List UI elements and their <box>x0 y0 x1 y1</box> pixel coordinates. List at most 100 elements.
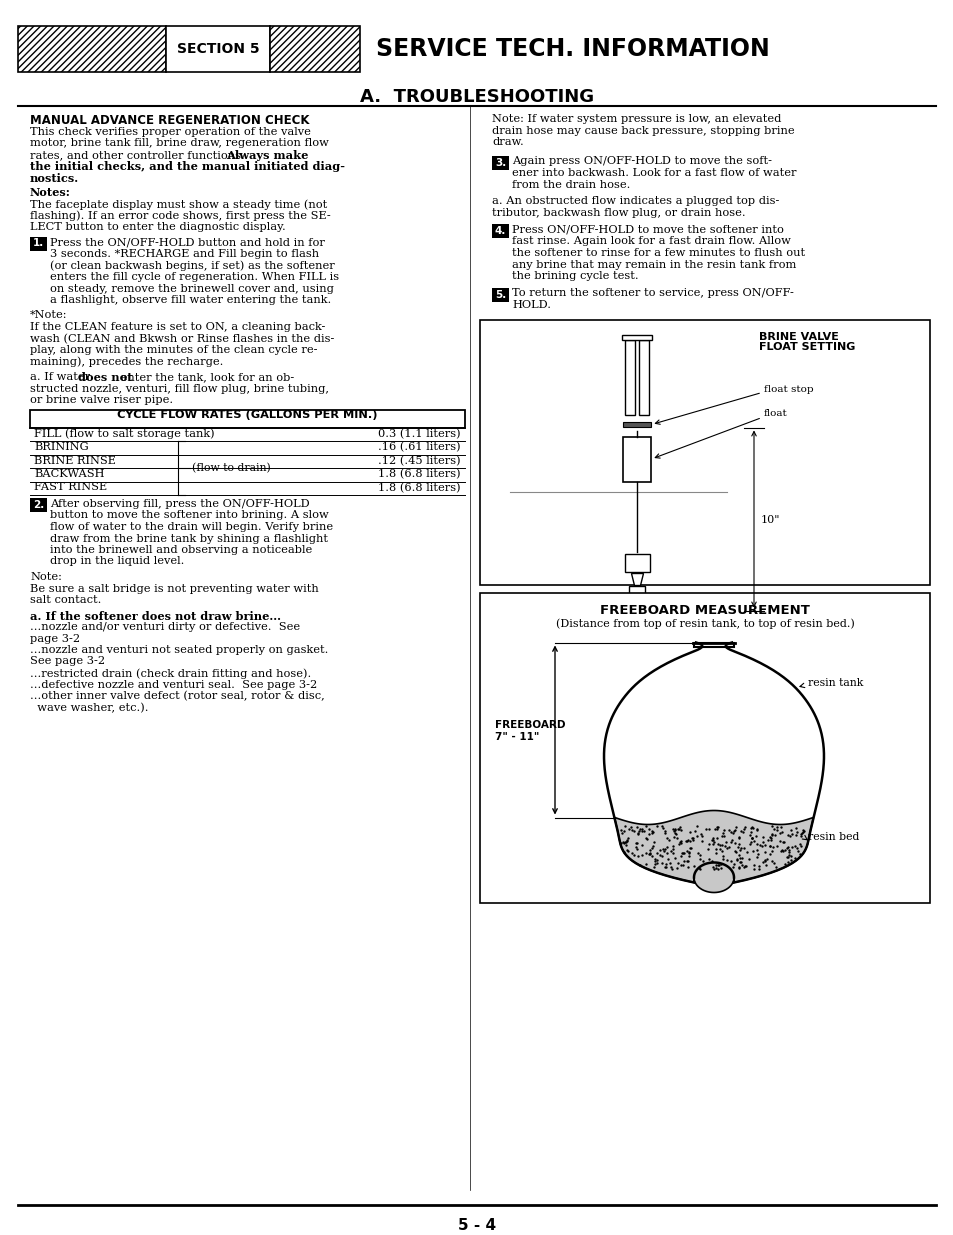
Point <box>684 830 700 850</box>
Point <box>623 844 639 863</box>
Point <box>786 848 801 868</box>
Point <box>679 831 694 851</box>
Point <box>727 820 742 840</box>
Point <box>713 858 728 878</box>
Point <box>761 836 777 856</box>
Point <box>779 847 794 867</box>
Text: Again press ON/OFF-HOLD to move the soft-: Again press ON/OFF-HOLD to move the soft… <box>512 157 771 167</box>
Point <box>682 839 698 858</box>
Point <box>646 853 661 873</box>
Point <box>644 836 659 856</box>
Bar <box>492 288 509 301</box>
Point <box>717 836 732 856</box>
Point <box>749 840 764 860</box>
Point <box>659 853 674 873</box>
Text: maining), precedes the recharge.: maining), precedes the recharge. <box>30 357 223 367</box>
Bar <box>625 340 635 415</box>
Bar <box>479 320 929 584</box>
Point <box>613 820 628 840</box>
Point <box>704 830 720 850</box>
Text: SECTION 5: SECTION 5 <box>176 42 259 56</box>
Point <box>646 848 661 868</box>
Point <box>684 827 700 847</box>
Point <box>716 820 731 840</box>
Point <box>679 841 694 861</box>
Point <box>665 827 680 847</box>
Point <box>726 821 741 841</box>
Bar <box>30 410 464 427</box>
Text: See page 3-2: See page 3-2 <box>30 657 105 667</box>
Point <box>664 860 679 879</box>
Point <box>744 827 760 847</box>
Point <box>641 845 657 864</box>
Point <box>646 832 661 852</box>
Point <box>639 829 654 848</box>
Point <box>757 842 772 862</box>
Text: a flashlight, observe fill water entering the tank.: a flashlight, observe fill water enterin… <box>50 295 331 305</box>
Point <box>671 818 686 837</box>
Point <box>719 850 734 869</box>
Text: 3.: 3. <box>495 158 506 168</box>
Point <box>720 837 736 857</box>
Point <box>695 851 710 871</box>
Text: *Note:: *Note: <box>30 310 68 321</box>
Text: float stop: float stop <box>763 384 813 394</box>
Point <box>618 816 633 836</box>
Text: Press ON/OFF-HOLD to move the softener into: Press ON/OFF-HOLD to move the softener i… <box>512 225 783 235</box>
Point <box>746 860 761 879</box>
Point <box>616 821 631 841</box>
Text: Note:: Note: <box>30 572 62 582</box>
Point <box>759 850 774 869</box>
Point <box>685 856 700 876</box>
Point <box>656 841 671 861</box>
Point <box>747 826 762 846</box>
Point <box>760 830 775 850</box>
Point <box>706 858 721 878</box>
Text: play, along with the minutes of the clean cycle re-: play, along with the minutes of the clea… <box>30 345 317 354</box>
Point <box>732 852 747 872</box>
Point <box>709 829 724 848</box>
Point <box>782 846 798 866</box>
Point <box>723 851 739 871</box>
Text: ...defective nozzle and venturi seal.  See page 3-2: ...defective nozzle and venturi seal. Se… <box>30 679 317 689</box>
Point <box>772 824 787 844</box>
Point <box>680 842 696 862</box>
Point <box>633 821 648 841</box>
Point <box>769 820 784 840</box>
Point <box>691 858 706 878</box>
Point <box>664 839 679 858</box>
Point <box>632 855 647 874</box>
Point <box>780 847 795 867</box>
Point <box>742 823 758 842</box>
Point <box>711 835 726 855</box>
Text: (flow to drain): (flow to drain) <box>192 463 271 473</box>
Text: draw.: draw. <box>492 137 523 147</box>
Ellipse shape <box>623 614 651 625</box>
Point <box>657 821 672 841</box>
Point <box>795 823 810 842</box>
Text: FREEBOARD
7" - 11": FREEBOARD 7" - 11" <box>495 720 565 741</box>
Text: 3 seconds. *RECHARGE and Fill begin to flash: 3 seconds. *RECHARGE and Fill begin to f… <box>50 249 319 259</box>
Text: Always make: Always make <box>226 149 308 161</box>
Point <box>777 855 792 874</box>
Point <box>764 824 780 844</box>
Point <box>783 837 799 857</box>
Point <box>757 851 772 871</box>
Text: wash (CLEAN and Bkwsh or Rinse flashes in the dis-: wash (CLEAN and Bkwsh or Rinse flashes i… <box>30 333 334 343</box>
Text: a. If the softener does not draw brine...: a. If the softener does not draw brine..… <box>30 610 281 621</box>
Point <box>744 818 760 837</box>
Point <box>670 853 685 873</box>
Point <box>788 825 803 845</box>
Point <box>724 857 740 877</box>
Point <box>666 819 681 839</box>
Point <box>722 832 738 852</box>
Point <box>741 825 757 845</box>
Point <box>791 844 806 863</box>
Point <box>704 857 720 877</box>
Text: CYCLE FLOW RATES (GALLONS PER MIN.): CYCLE FLOW RATES (GALLONS PER MIN.) <box>117 410 377 420</box>
Text: resin bed: resin bed <box>807 832 859 842</box>
Point <box>617 832 632 852</box>
Point <box>628 832 643 852</box>
Point <box>672 856 687 876</box>
Point <box>664 819 679 839</box>
